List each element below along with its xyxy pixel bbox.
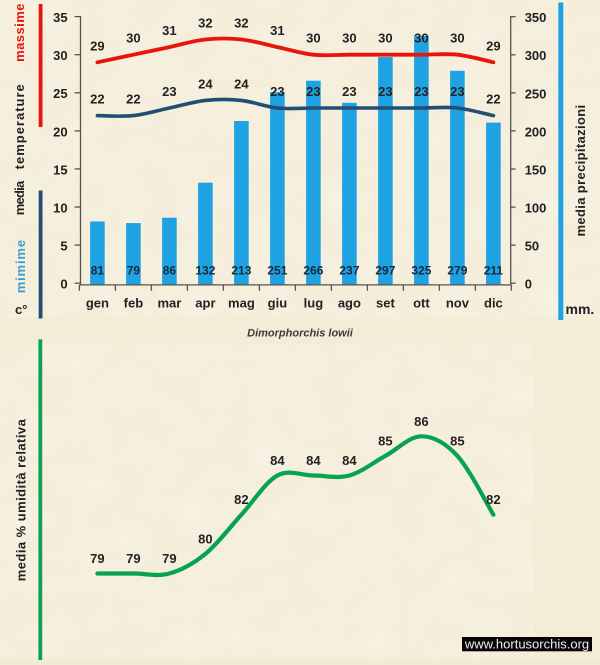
svg-text:50: 50 (525, 239, 539, 254)
svg-text:297: 297 (375, 263, 395, 277)
svg-text:22: 22 (486, 92, 500, 107)
svg-text:86: 86 (414, 414, 428, 429)
svg-text:266: 266 (303, 263, 323, 277)
svg-text:lug: lug (304, 295, 324, 310)
svg-text:82: 82 (486, 492, 500, 507)
svg-text:23: 23 (342, 84, 356, 99)
svg-text:23: 23 (306, 84, 320, 99)
svg-text:23: 23 (450, 84, 464, 99)
svg-text:0: 0 (525, 277, 532, 292)
svg-text:giu: giu (268, 295, 288, 310)
svg-text:24: 24 (198, 76, 213, 91)
svg-text:mar: mar (157, 295, 181, 310)
svg-text:24: 24 (234, 76, 249, 91)
svg-text:32: 32 (198, 16, 212, 31)
svg-text:325: 325 (411, 263, 431, 277)
svg-text:29: 29 (486, 38, 500, 53)
svg-text:massime: massime (12, 3, 27, 62)
svg-text:dic: dic (484, 295, 503, 310)
svg-text:79: 79 (126, 551, 140, 566)
svg-text:30: 30 (53, 48, 67, 63)
svg-text:100: 100 (525, 201, 547, 216)
svg-text:media % umidità relativa: media % umidità relativa (13, 418, 28, 581)
svg-text:30: 30 (378, 31, 392, 46)
svg-text:132: 132 (195, 263, 215, 277)
svg-text:79: 79 (90, 551, 104, 566)
svg-text:237: 237 (339, 263, 359, 277)
svg-text:30: 30 (342, 31, 356, 46)
svg-text:mag: mag (228, 295, 255, 310)
svg-text:25: 25 (53, 86, 67, 101)
svg-text:ott: ott (413, 295, 430, 310)
svg-text:30: 30 (126, 31, 140, 46)
svg-text:31: 31 (162, 23, 176, 38)
svg-text:150: 150 (525, 162, 547, 177)
svg-text:79: 79 (162, 551, 176, 566)
svg-text:feb: feb (124, 295, 144, 310)
svg-text:30: 30 (450, 31, 464, 46)
svg-text:86: 86 (163, 263, 177, 277)
svg-text:85: 85 (378, 433, 392, 448)
svg-text:apr: apr (195, 295, 215, 310)
svg-text:29: 29 (90, 38, 104, 53)
svg-text:5: 5 (60, 239, 67, 254)
svg-text:media precipitazioni: media precipitazioni (573, 105, 588, 237)
svg-text:79: 79 (127, 263, 141, 277)
svg-text:31: 31 (270, 23, 284, 38)
svg-text:23: 23 (162, 84, 176, 99)
svg-text:c°: c° (15, 302, 27, 317)
svg-text:20: 20 (53, 124, 67, 139)
svg-text:80: 80 (198, 531, 212, 546)
svg-text:30: 30 (306, 31, 320, 46)
svg-text:30: 30 (414, 31, 428, 46)
svg-text:gen: gen (86, 295, 109, 310)
svg-text:nov: nov (446, 295, 470, 310)
svg-text:300: 300 (525, 48, 547, 63)
svg-text:media: media (12, 180, 27, 215)
svg-text:15: 15 (53, 162, 67, 177)
svg-text:temperature: temperature (12, 83, 27, 169)
svg-text:350: 350 (525, 10, 547, 25)
svg-text:84: 84 (306, 453, 321, 468)
svg-text:0: 0 (60, 277, 67, 292)
svg-text:ago: ago (338, 295, 361, 310)
svg-text:22: 22 (90, 92, 104, 107)
svg-text:251: 251 (267, 263, 287, 277)
svg-text:250: 250 (525, 86, 547, 101)
svg-text:81: 81 (91, 263, 105, 277)
svg-text:22: 22 (126, 92, 140, 107)
svg-text:84: 84 (342, 453, 357, 468)
svg-text:23: 23 (378, 84, 392, 99)
svg-text:10: 10 (53, 200, 67, 215)
svg-text:85: 85 (450, 433, 464, 448)
svg-text:84: 84 (270, 453, 285, 468)
svg-text:mimime: mimime (13, 239, 28, 293)
svg-text:200: 200 (525, 124, 547, 139)
svg-text:www.hortusorchis.org: www.hortusorchis.org (464, 636, 589, 651)
svg-text:23: 23 (414, 84, 428, 99)
svg-text:35: 35 (53, 10, 67, 25)
svg-text:23: 23 (270, 84, 284, 99)
svg-text:mm.: mm. (566, 301, 595, 317)
svg-text:Dimorphorchis lowii: Dimorphorchis lowii (247, 328, 354, 340)
svg-text:211: 211 (484, 263, 504, 277)
svg-text:82: 82 (234, 492, 248, 507)
svg-text:32: 32 (234, 16, 248, 31)
svg-text:set: set (376, 295, 395, 310)
svg-text:213: 213 (231, 263, 251, 277)
svg-text:279: 279 (447, 263, 467, 277)
